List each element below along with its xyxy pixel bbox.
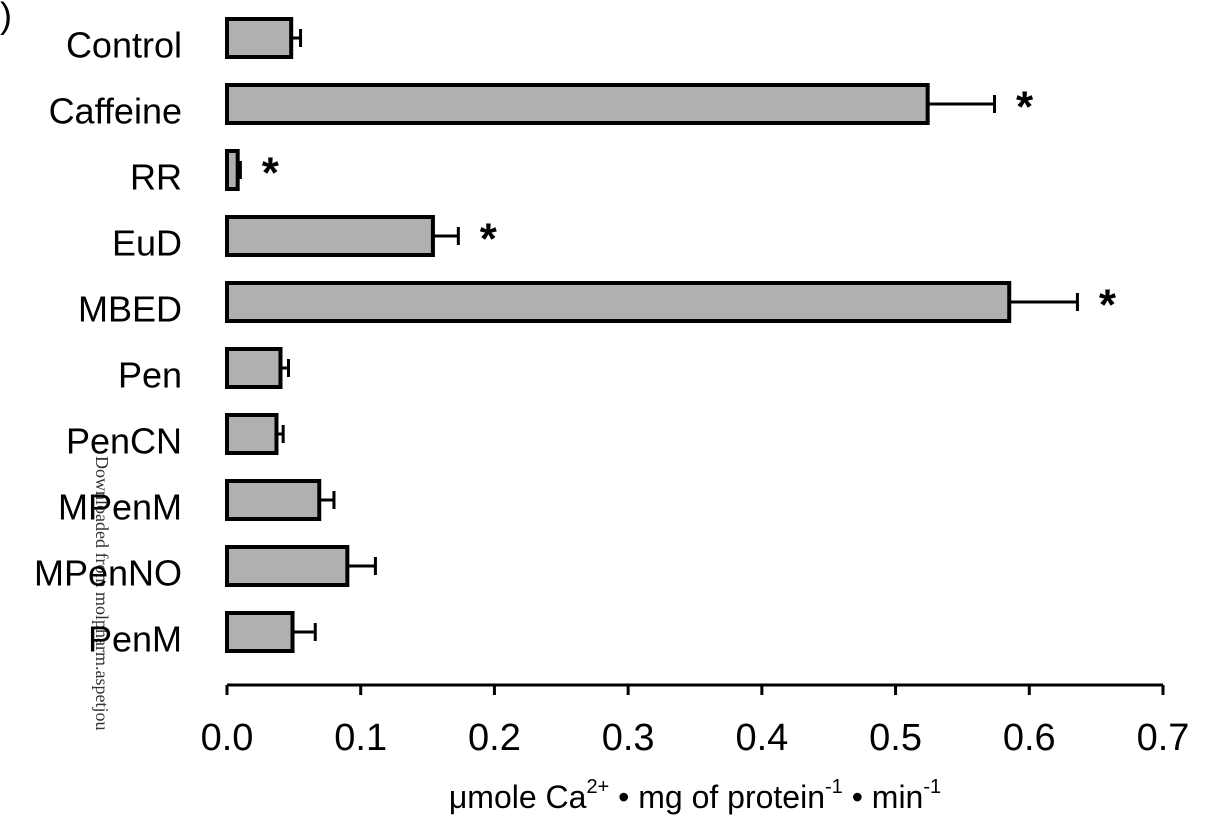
bar: [225, 479, 322, 521]
x-tick-label: 0.1: [334, 717, 387, 759]
error-bar: [1009, 293, 1079, 311]
x-label-superscript: -1: [923, 776, 941, 798]
bar: [225, 413, 279, 455]
x-label-superscript: 2+: [586, 776, 609, 798]
error-bar: [276, 425, 285, 443]
y-tick-label: EuD: [112, 223, 182, 264]
y-tick-label: Pen: [118, 355, 182, 396]
error-bar: [347, 557, 377, 575]
y-tick-label: PenCN: [66, 421, 182, 462]
watermark: Downloaded from molpharm.aspetjou: [92, 456, 112, 730]
bar: [225, 281, 1012, 323]
y-tick-label: MPenNO: [34, 553, 182, 594]
x-axis-label: μmole Ca2+ • mg of protein-1 • min-1: [449, 776, 941, 815]
bar: [225, 611, 295, 653]
y-tick-label: RR: [130, 157, 182, 198]
x-label-part: • min: [843, 779, 924, 815]
x-tick-label: 0.3: [602, 717, 655, 759]
error-bar: [237, 161, 242, 179]
bar: [225, 17, 294, 59]
bar: [225, 347, 283, 389]
bar: [225, 83, 930, 125]
bar: [225, 215, 435, 257]
bar: [225, 149, 240, 191]
error-bar: [280, 359, 291, 377]
error-bar: [319, 491, 336, 509]
x-tick-label: 0.7: [1137, 717, 1190, 759]
x-tick-label: 0.6: [1003, 717, 1056, 759]
significance-marker: *: [1099, 281, 1117, 330]
error-bar: [432, 227, 460, 245]
x-tick-label: 0.5: [869, 717, 922, 759]
x-tick-label: 0.4: [735, 717, 788, 759]
x-tick-label: 0.2: [468, 717, 521, 759]
y-tick-label: Control: [66, 25, 182, 66]
significance-marker: *: [480, 215, 498, 264]
error-bar: [292, 623, 317, 641]
x-label-part: • mg of protein: [609, 779, 825, 815]
y-tick-label: Caffeine: [49, 91, 182, 132]
y-tick-label: PenM: [88, 619, 182, 660]
x-label-superscript: -1: [825, 776, 843, 798]
panel-label: ): [0, 0, 12, 36]
bar: [225, 545, 350, 587]
error-bar: [291, 29, 303, 47]
x-label-part: μmole Ca: [449, 779, 587, 815]
y-tick-label: MBED: [78, 289, 182, 330]
error-bar: [927, 95, 997, 113]
y-tick-label: MPenM: [58, 487, 182, 528]
significance-marker: *: [1016, 83, 1034, 132]
x-tick-label: 0.0: [201, 717, 254, 759]
significance-marker: *: [262, 149, 280, 198]
